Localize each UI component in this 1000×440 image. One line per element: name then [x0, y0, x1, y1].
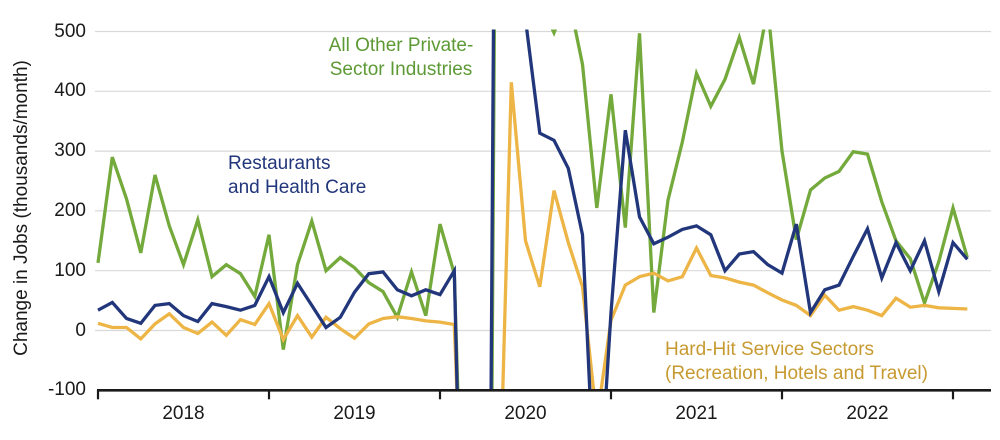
x-tick-label-2018: 2018 — [162, 403, 205, 424]
y-axis-title: Change in Jobs (thousands/month) — [11, 60, 32, 356]
y-tick-label--100: -100 — [47, 379, 86, 401]
y-tick-label-0: 0 — [75, 319, 86, 341]
series-line-all-other-private-sector-industries — [96, 29, 969, 390]
y-tick-label-300: 300 — [54, 140, 86, 162]
x-tick-label-2021: 2021 — [675, 403, 718, 424]
y-tick-label-200: 200 — [54, 199, 86, 221]
series-label-line: Restaurants — [228, 153, 331, 174]
series-label-line: Sector Industries — [329, 59, 473, 80]
series-label-all-other-private: All Other Private- Sector Industries — [320, 34, 482, 82]
series-line-restaurants-and-health-care — [97, 29, 969, 390]
series-label-hard-hit-service: Hard-Hit Service Sectors (Recreation, Ho… — [665, 338, 928, 386]
x-tick-label-2019: 2019 — [333, 403, 376, 424]
series-label-restaurants-health-care: Restaurants and Health Care — [228, 152, 366, 200]
series-label-line: (Recreation, Hotels and Travel) — [665, 363, 928, 384]
series-label-line: All Other Private- — [328, 35, 474, 56]
y-tick-label-400: 400 — [54, 80, 86, 102]
y-tick-label-100: 100 — [54, 259, 86, 281]
series-line-hard-hit-service-sectors-recreation-hotels-and-travel — [97, 82, 968, 390]
series-label-line: Hard-Hit Service Sectors — [665, 339, 875, 360]
x-tick-label-2022: 2022 — [846, 403, 889, 424]
x-tick-label-2020: 2020 — [504, 403, 547, 424]
y-tick-label-500: 500 — [54, 20, 86, 42]
series-label-line: and Health Care — [228, 177, 367, 198]
